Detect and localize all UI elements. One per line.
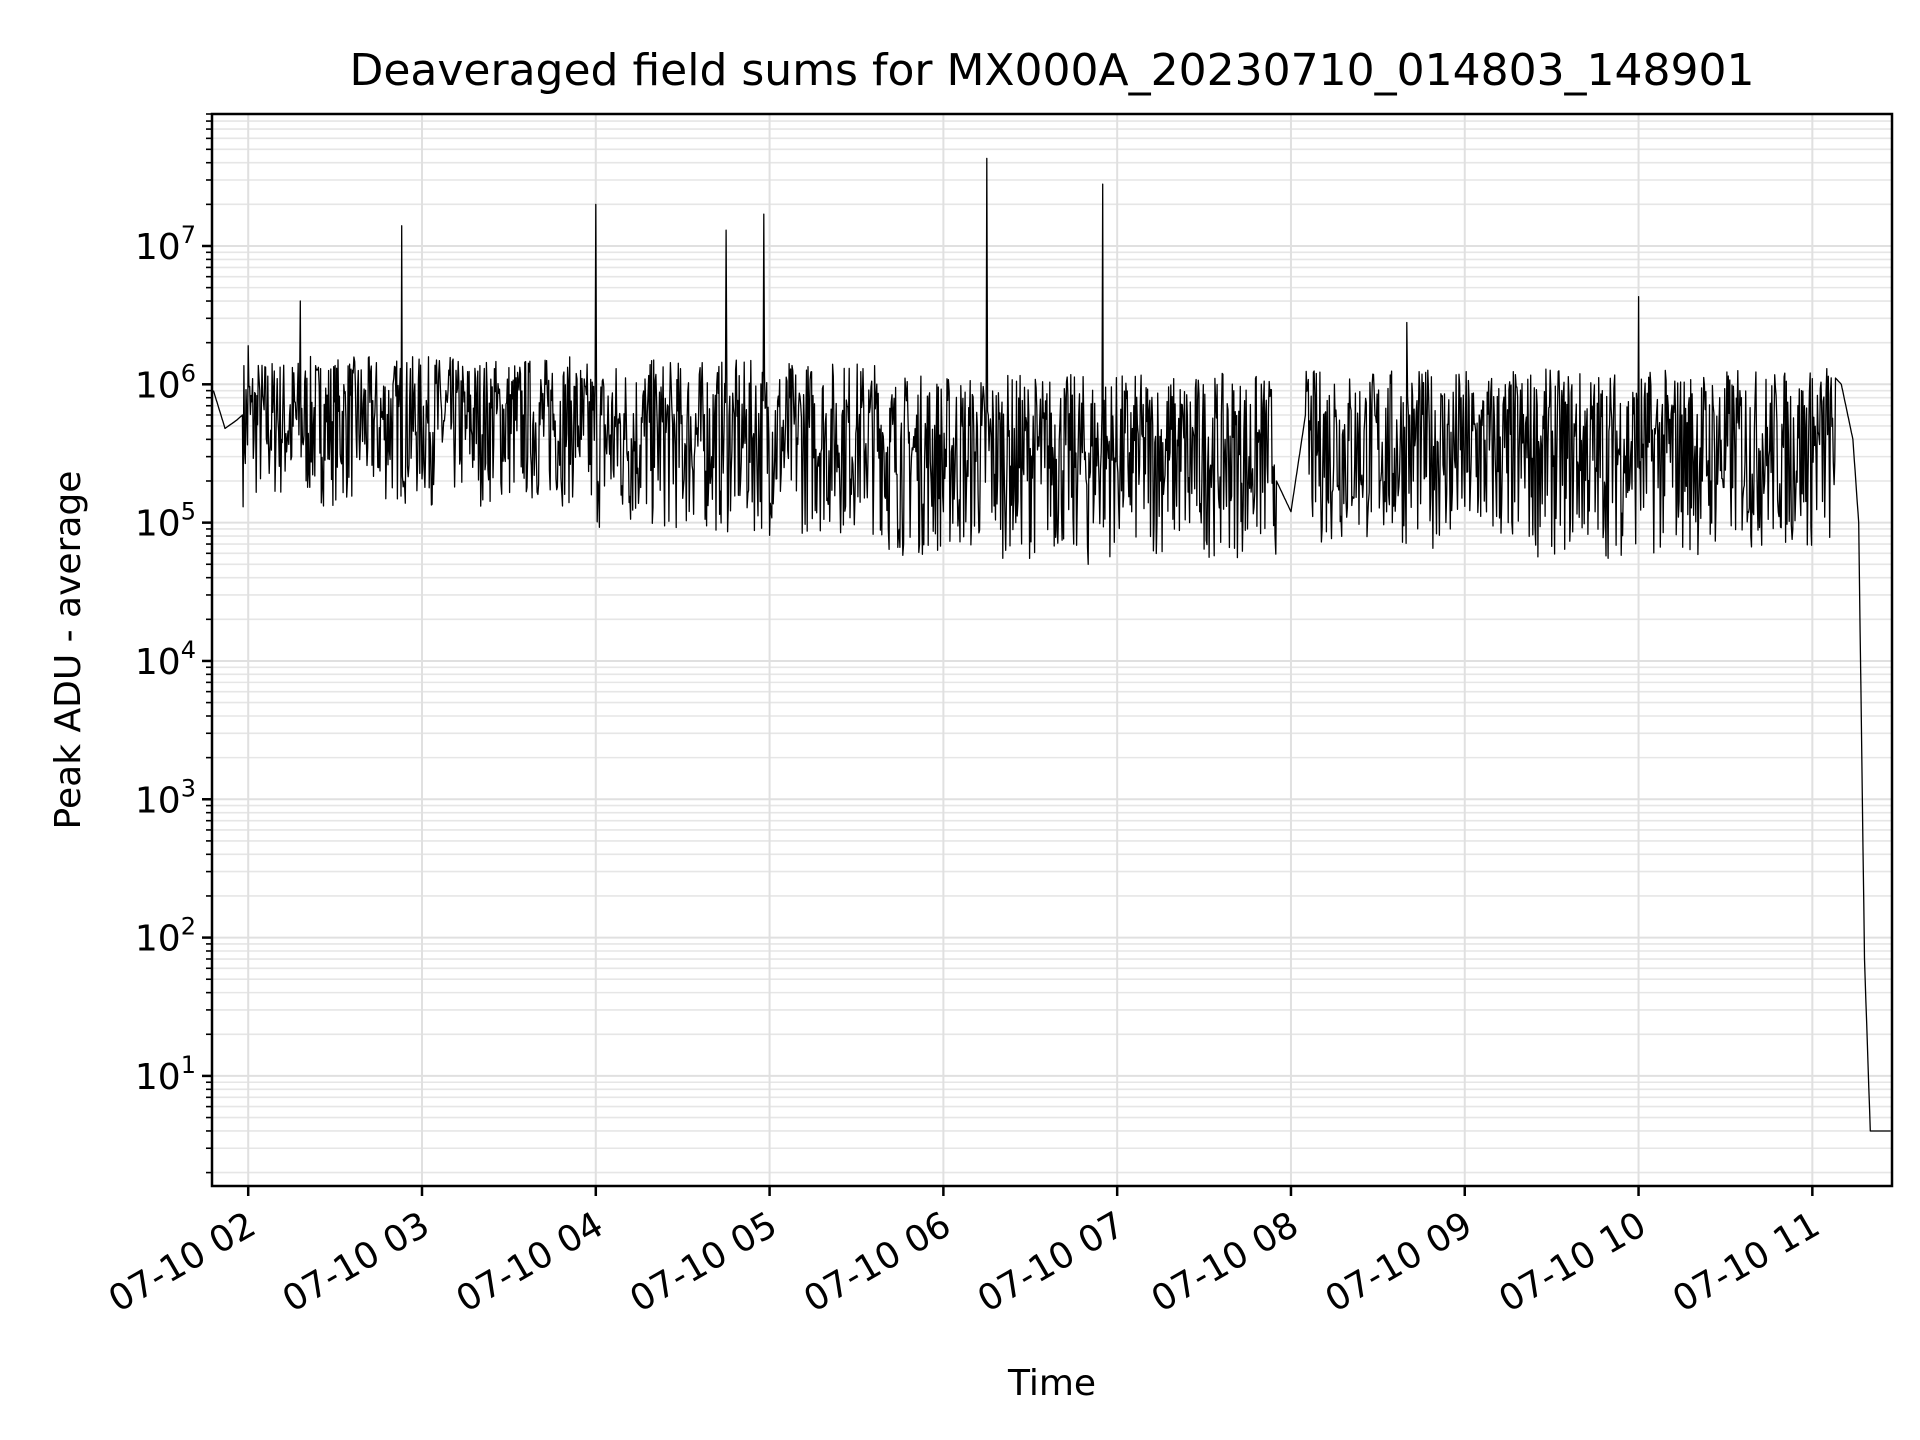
x-tick-label: 07-10 09 (1319, 1204, 1480, 1320)
y-tick-label: 103 (135, 774, 196, 821)
y-tick-label: 104 (135, 636, 196, 683)
grid (212, 113, 1892, 1186)
series-line (212, 157, 1891, 1132)
x-tick-label: 07-10 07 (971, 1204, 1132, 1320)
y-tick-label: 105 (135, 498, 196, 545)
y-tick-label: 102 (135, 913, 196, 960)
x-tick-label: 07-10 04 (450, 1204, 611, 1320)
x-tick-label: 07-10 03 (276, 1204, 437, 1320)
x-tick-label: 07-10 08 (1145, 1204, 1306, 1320)
y-tick-label: 106 (135, 359, 196, 406)
x-axis-label: Time (1007, 1363, 1096, 1404)
y-axis-label: Peak ADU - average (48, 471, 89, 830)
plot-frame (210, 112, 1894, 1188)
x-tick-label: 07-10 02 (102, 1204, 263, 1320)
series-layer (212, 157, 1891, 1132)
x-tick-label: 07-10 06 (797, 1204, 958, 1320)
chart-title: Deaveraged field sums for MX000A_2023071… (349, 45, 1754, 96)
y-tick-label: 101 (135, 1051, 196, 1098)
y-tick-label: 107 (135, 221, 196, 268)
x-tick-label: 07-10 10 (1492, 1204, 1653, 1320)
x-tick-label: 07-10 11 (1666, 1204, 1827, 1320)
x-tick-label: 07-10 05 (623, 1204, 784, 1320)
